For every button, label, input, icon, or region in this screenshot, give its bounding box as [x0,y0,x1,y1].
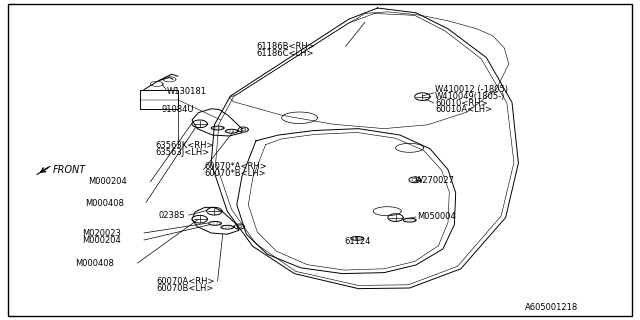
Text: 61124: 61124 [344,237,371,246]
Text: 60070*B<LH>: 60070*B<LH> [205,169,266,178]
Text: W130181: W130181 [166,87,206,96]
Text: 60070B<LH>: 60070B<LH> [157,284,214,293]
Text: 0238S: 0238S [159,212,185,220]
Text: 60010A<LH>: 60010A<LH> [435,105,492,114]
Text: M000204: M000204 [88,177,127,186]
Text: 91084U: 91084U [162,105,195,114]
Text: M020023: M020023 [82,229,121,238]
Text: 60010<RH>: 60010<RH> [435,99,488,108]
Text: 60070*A<RH>: 60070*A<RH> [205,162,268,171]
Text: FRONT: FRONT [52,165,86,175]
Text: A605001218: A605001218 [525,303,578,312]
Text: M000408: M000408 [85,199,124,208]
Text: 61186B<RH>: 61186B<RH> [256,42,315,51]
Text: 63563J<LH>: 63563J<LH> [155,148,209,157]
Text: W270027: W270027 [415,176,455,185]
Text: M050004: M050004 [417,212,456,221]
Text: M000204: M000204 [82,236,121,245]
Text: 61186C<LH>: 61186C<LH> [256,49,314,58]
Text: 63563K<RH>: 63563K<RH> [155,141,213,150]
Text: M000408: M000408 [76,260,115,268]
Text: 60070A<RH>: 60070A<RH> [157,277,215,286]
Text: W410012 (-1805): W410012 (-1805) [435,85,508,94]
Text: W410049(1805-): W410049(1805-) [435,92,506,100]
